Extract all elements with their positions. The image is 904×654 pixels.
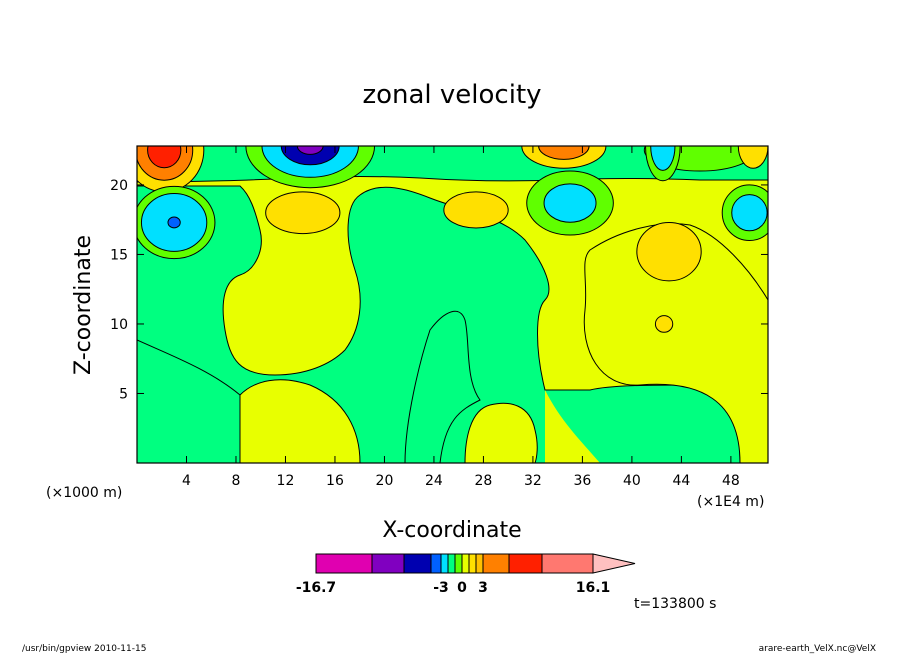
x-axis-label: X-coordinate	[382, 518, 521, 543]
contour-region	[464, 402, 538, 463]
contour-level	[654, 315, 674, 333]
x-tick-label: 16	[326, 473, 344, 489]
time-label: t=133800 s	[634, 596, 716, 612]
x-tick-label: 36	[573, 473, 591, 489]
footer-right: arare-earth_VelX.nc@VelX	[759, 644, 876, 654]
colorbar-label: -16.7	[296, 580, 336, 596]
colorbar-segment	[508, 553, 543, 574]
x-tick-label: 12	[277, 473, 295, 489]
contour-region	[545, 390, 600, 463]
colorbar-segment	[440, 553, 449, 574]
contour-region	[404, 310, 481, 463]
colorbar-segment	[461, 553, 470, 574]
colorbar-segment	[482, 553, 510, 574]
colorbar-label: 16.1	[576, 580, 611, 596]
x-axis: 4 8 12 16 20 24 28 32 36 40 44 48	[182, 146, 740, 489]
colorbar-segment	[315, 553, 373, 574]
footer-left: /usr/bin/gpview 2010-11-15	[22, 644, 146, 654]
colorbar-label: 3	[478, 580, 488, 596]
x-tick-label: 48	[722, 473, 740, 489]
x-tick-label: 4	[182, 473, 191, 489]
colorbar-segment	[454, 553, 463, 574]
colorbar-segment	[403, 553, 432, 574]
colorbar-segment	[447, 553, 456, 574]
x-tick-label: 8	[232, 473, 241, 489]
x-tick-label: 24	[425, 473, 443, 489]
contour-level	[265, 191, 341, 235]
contour-level	[731, 194, 768, 232]
contour-level	[636, 221, 702, 282]
colorbar-segment	[468, 553, 477, 574]
x-tick-label: 32	[524, 473, 542, 489]
contour-level	[167, 216, 181, 229]
contour-level	[443, 191, 509, 229]
x-tick-label: 28	[475, 473, 493, 489]
colorbar-label: 0	[457, 580, 467, 596]
plot-area	[137, 146, 768, 463]
y-axis: 5 10 15 20	[110, 178, 768, 402]
y-tick-label: 10	[110, 317, 128, 333]
contour-region	[583, 223, 768, 463]
colorbar-arrow	[592, 553, 636, 574]
chart-title: zonal velocity	[362, 80, 541, 110]
y-tick-label: 20	[110, 178, 128, 194]
contour-region	[137, 339, 241, 463]
y-tick-label: 15	[110, 247, 128, 263]
colorbar-segment	[541, 553, 594, 574]
colorbar: -16.7 -3 0 3 16.1	[296, 553, 636, 596]
x-tick-label: 40	[623, 473, 641, 489]
contour-level	[737, 146, 768, 169]
y-axis-label: Z-coordinate	[71, 235, 96, 375]
contour-level	[147, 146, 182, 169]
colorbar-segment	[430, 553, 442, 574]
y-tick-label: 5	[119, 386, 128, 402]
colorbar-segment	[371, 553, 405, 574]
contour-level	[280, 146, 340, 166]
x-tick-label: 20	[376, 473, 394, 489]
colorbar-label: -3	[433, 580, 449, 596]
x-unit-left: (×1000 m)	[46, 485, 122, 501]
plot-frame	[136, 145, 769, 464]
x-tick-label: 44	[672, 473, 690, 489]
x-unit-right: (×1E4 m)	[697, 494, 764, 510]
colorbar-segment	[475, 553, 484, 574]
contour-level	[543, 183, 597, 223]
